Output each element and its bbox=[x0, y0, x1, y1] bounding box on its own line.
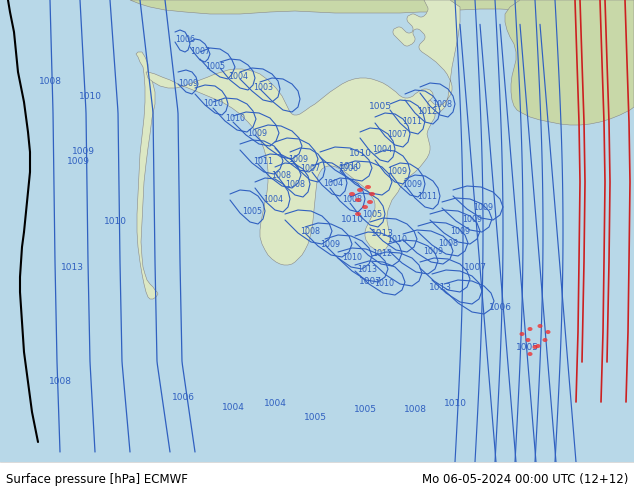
Text: 1009: 1009 bbox=[462, 216, 482, 224]
Text: 1007: 1007 bbox=[190, 48, 210, 56]
Ellipse shape bbox=[355, 212, 361, 216]
Text: 1007: 1007 bbox=[463, 263, 486, 271]
Text: 1013: 1013 bbox=[60, 263, 84, 271]
Text: 1005: 1005 bbox=[368, 102, 392, 112]
Text: Mo 06-05-2024 00:00 UTC (12+12): Mo 06-05-2024 00:00 UTC (12+12) bbox=[422, 473, 628, 487]
Ellipse shape bbox=[355, 198, 361, 202]
Ellipse shape bbox=[357, 188, 363, 192]
Text: 1005: 1005 bbox=[304, 413, 327, 421]
Polygon shape bbox=[505, 0, 634, 125]
Text: 1012: 1012 bbox=[372, 249, 392, 259]
Text: 1005: 1005 bbox=[205, 63, 225, 72]
Text: 1010: 1010 bbox=[103, 218, 127, 226]
Text: 1012: 1012 bbox=[417, 107, 437, 117]
Polygon shape bbox=[130, 0, 634, 22]
Text: 1006: 1006 bbox=[175, 35, 195, 45]
Ellipse shape bbox=[519, 332, 524, 336]
Text: 1009: 1009 bbox=[67, 157, 89, 167]
Text: 1010: 1010 bbox=[444, 399, 467, 409]
Text: 1010: 1010 bbox=[349, 149, 372, 158]
Text: 1009: 1009 bbox=[288, 155, 308, 165]
Text: 1005: 1005 bbox=[362, 211, 382, 220]
Text: 1003: 1003 bbox=[253, 83, 273, 93]
Text: 1013: 1013 bbox=[370, 229, 394, 239]
Ellipse shape bbox=[526, 338, 531, 342]
Ellipse shape bbox=[365, 185, 371, 189]
Text: 1006: 1006 bbox=[489, 302, 512, 312]
Text: 1007: 1007 bbox=[358, 277, 382, 287]
Text: 1010: 1010 bbox=[79, 93, 101, 101]
Text: 1008: 1008 bbox=[48, 377, 72, 387]
Text: 1010: 1010 bbox=[340, 216, 363, 224]
Text: 1004: 1004 bbox=[372, 146, 392, 154]
Text: 1007: 1007 bbox=[387, 130, 407, 140]
Polygon shape bbox=[393, 0, 460, 114]
Text: 1008: 1008 bbox=[271, 172, 291, 180]
Text: 1013: 1013 bbox=[429, 283, 451, 292]
Ellipse shape bbox=[527, 352, 533, 356]
Text: 1008: 1008 bbox=[438, 240, 458, 248]
Ellipse shape bbox=[362, 205, 368, 209]
Text: 1007: 1007 bbox=[300, 165, 320, 173]
Ellipse shape bbox=[543, 338, 548, 342]
Text: 1009: 1009 bbox=[72, 147, 94, 156]
Text: 1009: 1009 bbox=[387, 168, 407, 176]
Text: 1005: 1005 bbox=[354, 406, 377, 415]
Text: 1005: 1005 bbox=[515, 343, 538, 351]
Text: 1010: 1010 bbox=[374, 278, 394, 288]
Polygon shape bbox=[146, 69, 435, 265]
Text: 1006: 1006 bbox=[172, 392, 195, 401]
Text: 1009: 1009 bbox=[320, 241, 340, 249]
Text: 1013: 1013 bbox=[357, 266, 377, 274]
Text: 1010: 1010 bbox=[339, 163, 361, 172]
Ellipse shape bbox=[369, 192, 375, 196]
Text: 1008: 1008 bbox=[432, 100, 452, 109]
Ellipse shape bbox=[349, 192, 355, 196]
Text: 1008: 1008 bbox=[285, 180, 305, 190]
Text: 1008: 1008 bbox=[342, 196, 362, 204]
Text: 1011: 1011 bbox=[253, 157, 273, 167]
Bar bbox=[0, 462, 634, 490]
Polygon shape bbox=[136, 52, 158, 299]
Text: 1004: 1004 bbox=[221, 402, 245, 412]
Text: 1010: 1010 bbox=[387, 236, 407, 245]
Text: 1009: 1009 bbox=[450, 227, 470, 237]
Ellipse shape bbox=[538, 324, 543, 328]
Text: 1004: 1004 bbox=[323, 179, 343, 189]
Text: 1004: 1004 bbox=[228, 73, 248, 81]
Text: 1010: 1010 bbox=[203, 99, 223, 108]
Text: 1009: 1009 bbox=[247, 129, 267, 139]
Text: 1004: 1004 bbox=[264, 399, 287, 409]
Text: 1010: 1010 bbox=[225, 115, 245, 123]
Text: 1008: 1008 bbox=[300, 227, 320, 237]
Text: 1011: 1011 bbox=[402, 118, 422, 126]
Text: 1009: 1009 bbox=[402, 180, 422, 190]
Text: 1008: 1008 bbox=[39, 77, 61, 87]
Text: 1008: 1008 bbox=[403, 406, 427, 415]
Text: 1006: 1006 bbox=[338, 165, 358, 173]
Text: 1010: 1010 bbox=[342, 252, 362, 262]
Ellipse shape bbox=[367, 200, 373, 204]
Text: 1009: 1009 bbox=[423, 247, 443, 256]
Text: 1009: 1009 bbox=[473, 203, 493, 213]
Text: 1011: 1011 bbox=[417, 193, 437, 201]
Text: 1004: 1004 bbox=[263, 196, 283, 204]
Ellipse shape bbox=[533, 345, 538, 349]
Text: 1009: 1009 bbox=[178, 79, 198, 89]
Ellipse shape bbox=[536, 344, 541, 348]
Text: 1005: 1005 bbox=[242, 207, 262, 217]
Ellipse shape bbox=[527, 327, 533, 331]
Text: Surface pressure [hPa] ECMWF: Surface pressure [hPa] ECMWF bbox=[6, 473, 188, 487]
Ellipse shape bbox=[545, 330, 550, 334]
